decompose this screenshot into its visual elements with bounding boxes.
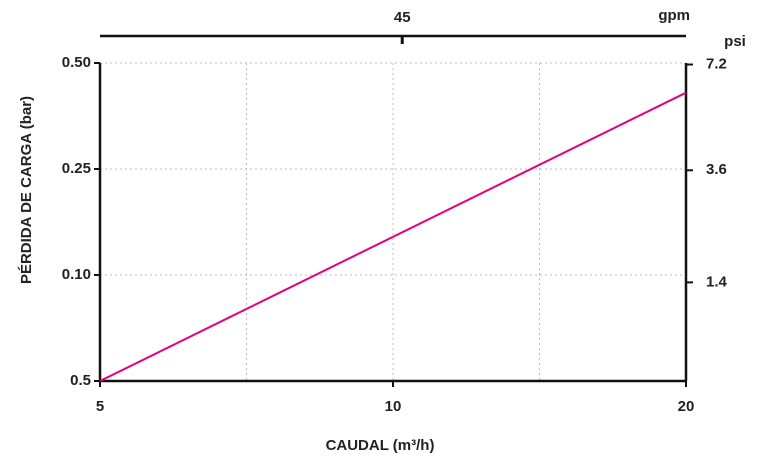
y2-axis-title: psi: [724, 33, 746, 50]
x-tick-label: 20: [678, 398, 695, 415]
x-tick-label: 5: [96, 398, 104, 415]
top-axis-title: gpm: [658, 7, 690, 24]
y2-tick-label: 3.6: [706, 161, 727, 178]
top-tick-label: 45: [394, 9, 411, 26]
y-tick-label: 0.10: [62, 266, 91, 283]
y2-tick-label: 1.4: [706, 273, 728, 290]
y-tick-label: 0.50: [62, 54, 91, 71]
x-axis-title: CAUDAL (m³/h): [326, 437, 435, 454]
y-tick-label: 0.5: [70, 372, 91, 389]
data-line: [99, 91, 687, 382]
y2-tick-label: 7.2: [706, 55, 727, 72]
y-tick-label: 0.25: [62, 160, 91, 177]
x-tick-label: 10: [385, 398, 402, 415]
y-axis-title: PÉRDIDA DE CARGA (bar): [18, 96, 35, 284]
